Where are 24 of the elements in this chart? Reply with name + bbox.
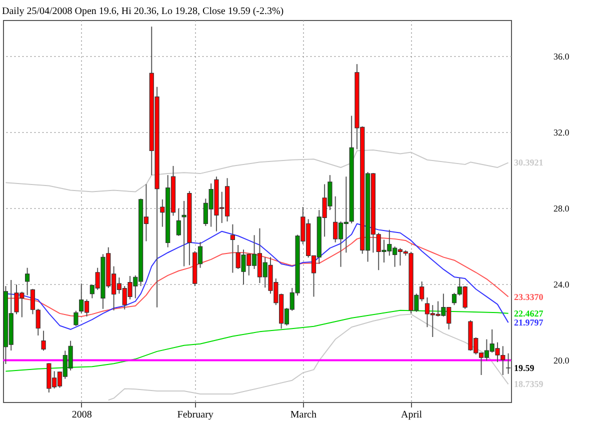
line-series — [5, 310, 509, 372]
line-series — [5, 236, 509, 317]
data-label: 23.3370 — [514, 292, 544, 302]
x-tick-label: 2008 — [72, 410, 92, 420]
y-tick-label: 36.0 — [554, 52, 570, 62]
y-tick-label: 28.0 — [554, 204, 570, 214]
line-series — [5, 149, 509, 192]
x-tick-label: April — [400, 410, 422, 420]
x-tick-label: March — [290, 410, 316, 420]
y-tick-label: 24.0 — [554, 280, 570, 290]
candlestick — [41, 330, 46, 352]
candlestick — [74, 310, 78, 326]
line-series — [5, 223, 509, 330]
y-tick-label: 32.0 — [554, 128, 570, 138]
candlestick — [25, 267, 30, 296]
x-tick-label: February — [177, 410, 214, 420]
candlestick — [176, 208, 181, 236]
candlestick — [230, 224, 235, 274]
y-tick-label: 20.0 — [554, 356, 570, 366]
text: 19.59 — [514, 362, 534, 373]
line-series — [108, 314, 509, 401]
chart-title: Daily 25/04/2008 Open 19.6, Hi 20.36, Lo 19.28, Close 19.59 (-2.3%) — [2, 6, 284, 17]
data-label: 22.4627 — [514, 308, 544, 318]
data-label: 21.9797 — [514, 318, 544, 328]
